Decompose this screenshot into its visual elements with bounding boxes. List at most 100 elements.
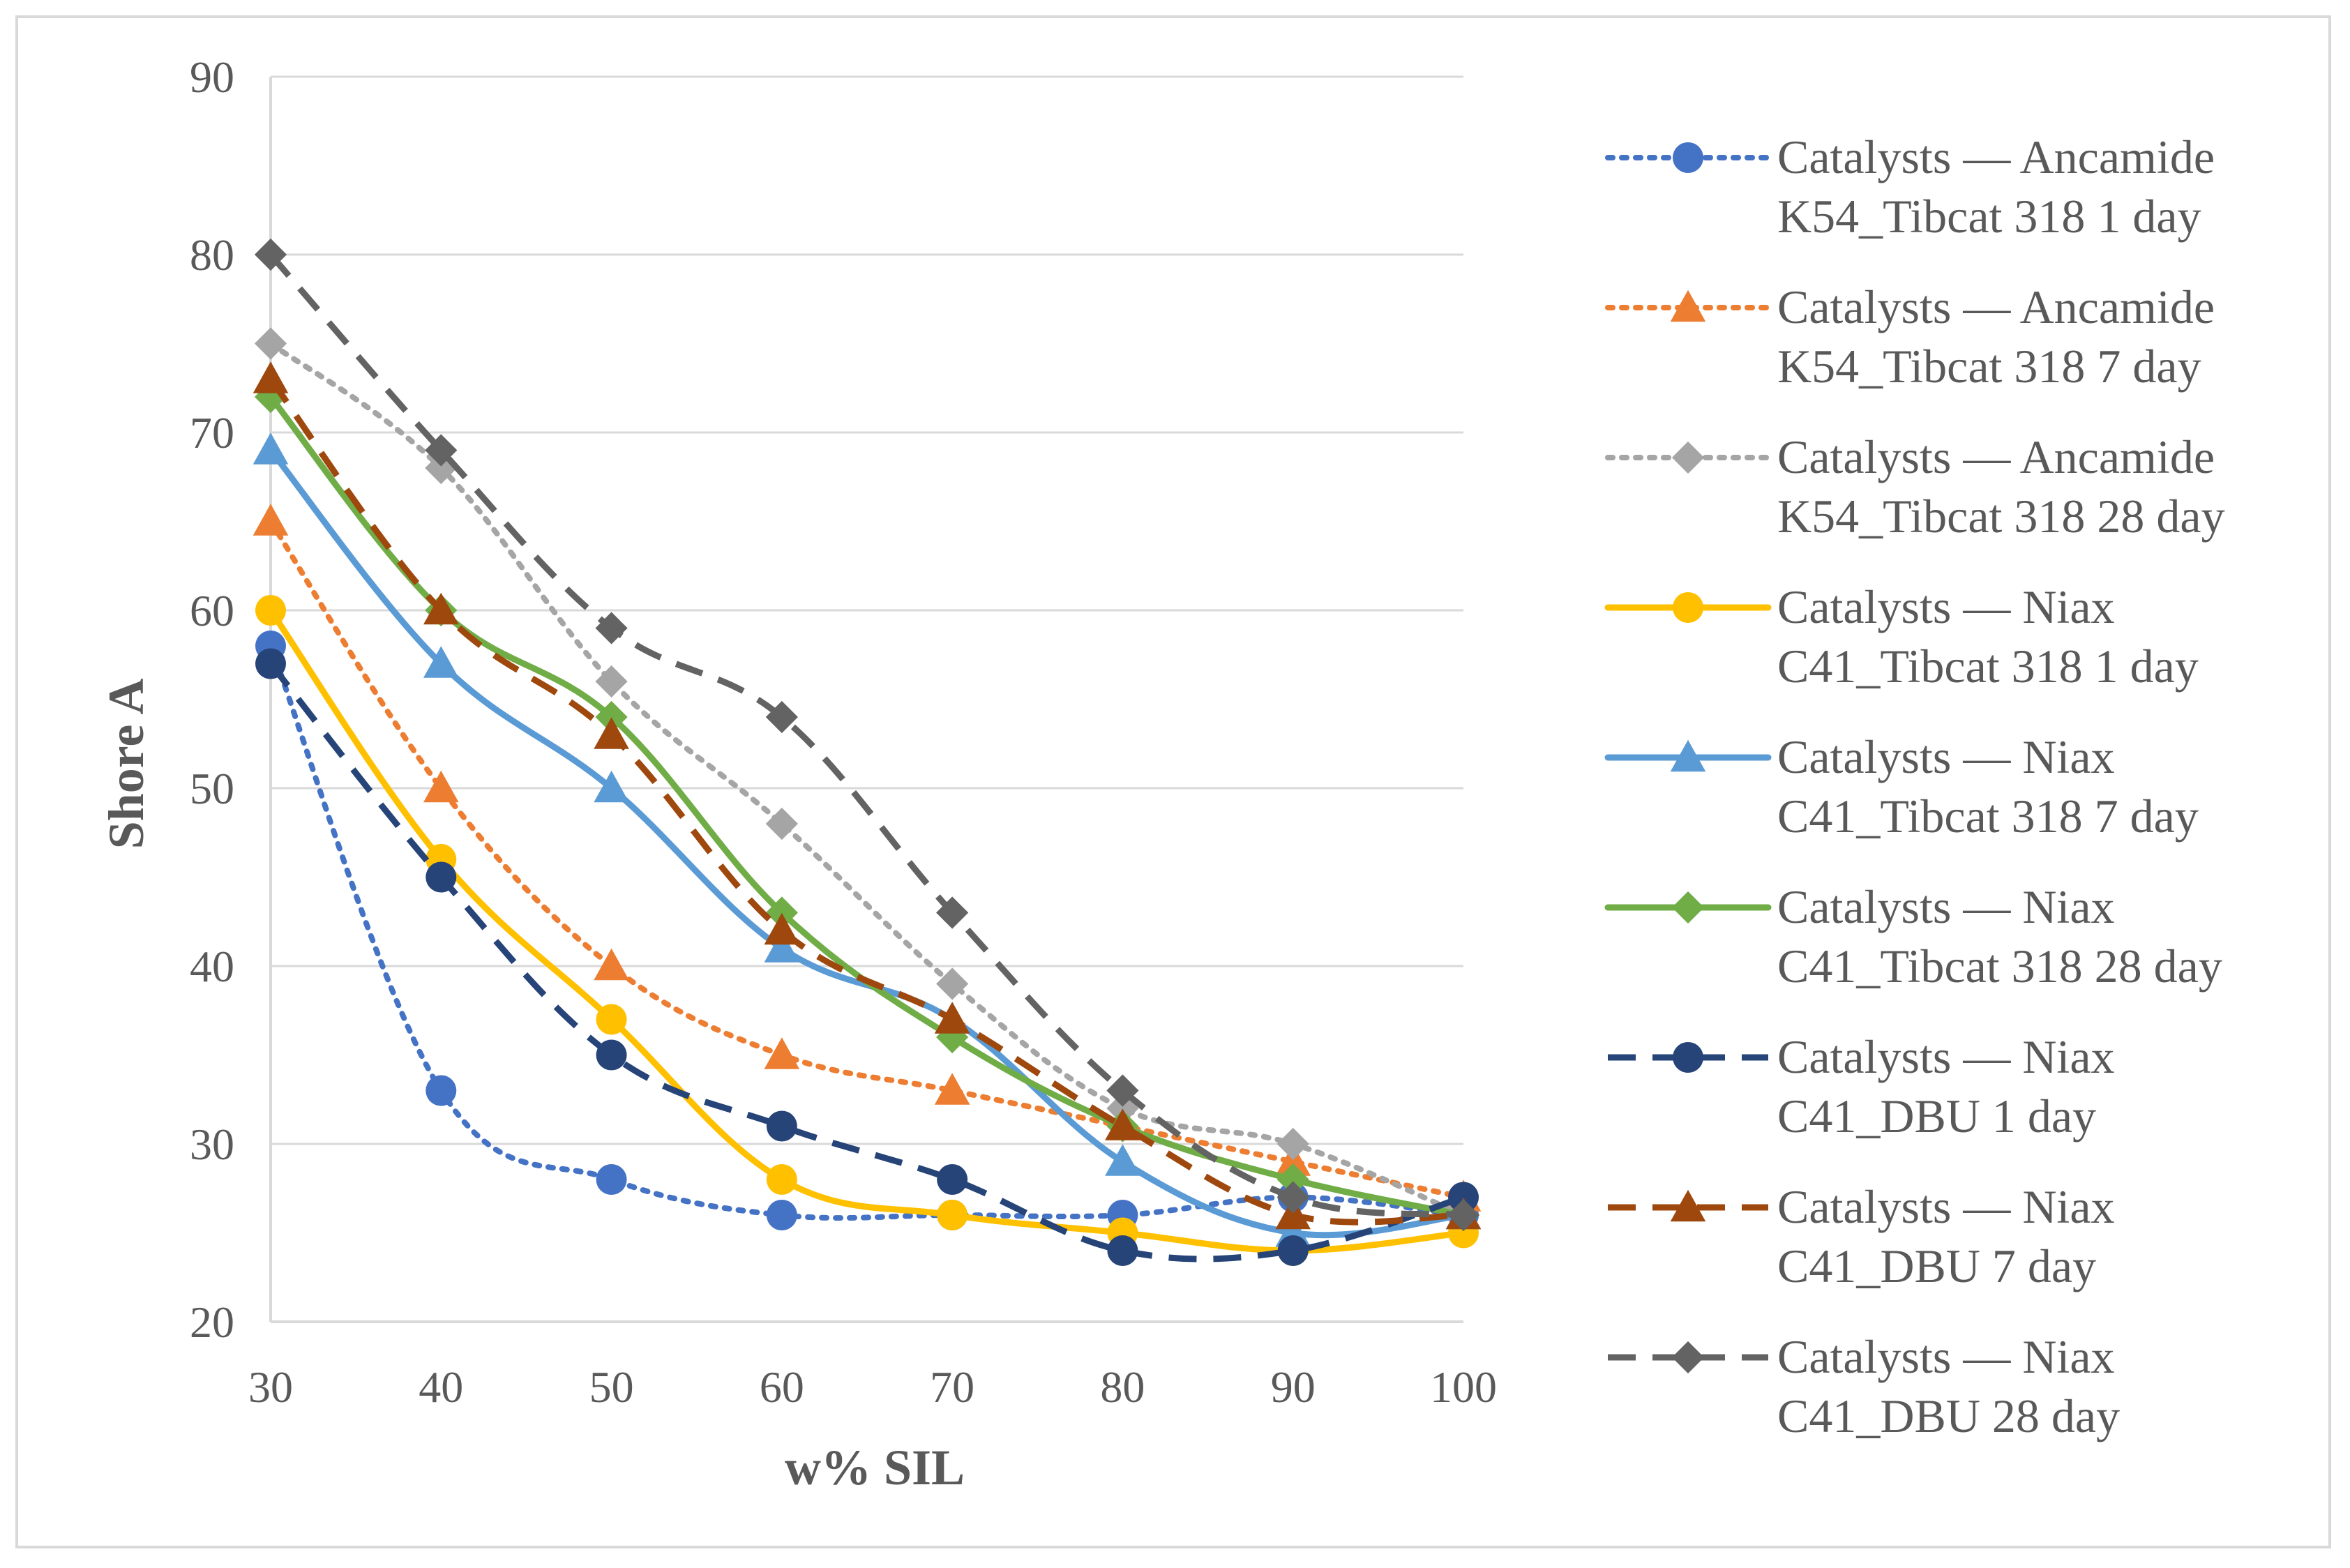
legend-item-6: Catalysts — Niax C41_Tibcat 318 28 day [1604,880,2222,993]
data-point [1448,1182,1479,1213]
data-point [595,612,628,644]
data-point [764,1037,800,1069]
legend: Catalysts — Ancamide K54_Tibcat 318 1 day… [1604,130,2225,1442]
x-axis-title: w% SIL [785,1440,965,1495]
data-point [1105,1144,1140,1176]
data-point [764,912,800,945]
legend-label-line2: C41_Tibcat 318 28 day [1777,940,2222,993]
legend-label-line1: Catalysts — Niax [1777,730,2115,783]
data-point [936,896,969,929]
data-point [936,1020,969,1054]
series-line [268,340,1466,1218]
x-tick-label: 90 [1271,1362,1316,1412]
legend-marker [1673,592,1703,623]
legend-item-7: Catalysts — Niax C41_DBU 1 day [1608,1030,2115,1143]
data-point [254,327,287,360]
data-point [1277,1235,1309,1266]
data-point [255,648,286,679]
y-tick-label: 80 [190,230,234,280]
legend-label-line2: K54_Tibcat 318 28 day [1777,490,2225,543]
y-tick-label: 60 [190,586,234,635]
data-point [936,967,969,1000]
series-9 [254,238,1480,1232]
data-point [1447,1198,1480,1232]
legend-item-9: Catalysts — Niax C41_DBU 28 day [1608,1330,2120,1442]
x-tick-label: 70 [930,1362,974,1412]
legend-item-5: Catalysts — Niax C41_Tibcat 318 7 day [1604,730,2199,843]
data-point [253,432,289,465]
x-tick-label: 30 [248,1362,293,1412]
data-point [253,504,289,536]
x-tick-label: 50 [589,1362,634,1412]
y-axis-title: Shore A [98,679,154,850]
data-point [423,770,459,803]
legend-marker [1671,441,1705,474]
legend-marker [1670,739,1706,772]
legend-marker [1673,142,1703,173]
data-point [596,1164,627,1195]
data-point [425,451,458,485]
data-point [766,1110,797,1142]
data-point [255,595,286,626]
data-point [765,700,798,734]
y-tick-label: 30 [190,1120,234,1169]
data-point [1276,1163,1309,1196]
legend-label-line1: Catalysts — Niax [1777,1030,2115,1083]
legend-label-line1: Catalysts — Niax [1777,580,2115,633]
series-7 [255,648,1479,1266]
y-tick-labels: 20 30 40 50 60 70 80 90 [190,52,234,1347]
data-point [764,930,800,963]
gridlines [271,75,1463,1145]
legend-label-line1: Catalysts — Niax [1777,880,2115,933]
y-tick-label: 50 [190,764,234,813]
data-point [594,717,629,749]
data-point [934,1073,970,1105]
data-point [1105,1108,1140,1140]
legend-label-line2: K54_Tibcat 318 1 day [1777,190,2201,243]
legend-label-line2: K54_Tibcat 318 7 day [1777,340,2201,393]
axes [269,77,1463,1323]
x-tick-label: 60 [760,1362,804,1412]
y-tick-label: 20 [190,1297,234,1347]
data-point [594,948,629,981]
data-point [937,1200,968,1230]
legend-label-line2: C41_DBU 7 day [1777,1239,2096,1292]
series-5 [253,432,1482,1247]
legend-label-line2: C41_Tibcat 318 1 day [1777,640,2199,693]
legend-label-line1: Catalysts — Niax [1777,1180,2115,1233]
legend-item-3: Catalysts — Ancamide K54_Tibcat 318 28 da… [1605,430,2225,543]
data-point [1106,1074,1139,1107]
legend-label-line1: Catalysts — Ancamide [1777,130,2215,183]
data-point [595,665,628,698]
data-point [254,238,287,271]
series-group [253,238,1482,1266]
chart-frame [15,15,2331,1548]
data-point [595,700,628,734]
y-tick-label: 90 [190,52,234,102]
data-point [425,1075,457,1106]
data-point [423,592,459,625]
legend-label-line2: C41_Tibcat 318 7 day [1777,790,2199,843]
x-tick-labels: 30 40 50 60 70 80 90 100 [248,1362,1497,1412]
data-point [596,1039,627,1071]
data-point [425,861,457,893]
legend-label-line2: C41_DBU 28 day [1777,1389,2120,1442]
legend-item-2: Catalysts — Ancamide K54_Tibcat 318 7 day [1605,280,2215,393]
legend-label-line1: Catalysts — Niax [1777,1330,2115,1383]
legend-marker [1670,289,1706,322]
x-tick-label: 80 [1100,1362,1145,1412]
data-point [765,807,798,840]
data-point [1107,1235,1138,1266]
data-point [596,1004,627,1035]
legend-marker [1670,1189,1706,1222]
legend-item-4: Catalysts — Niax C41_Tibcat 318 1 day [1604,580,2199,693]
data-point [765,896,798,929]
data-point [423,646,459,678]
legend-label-line1: Catalysts — Ancamide [1777,280,2215,333]
legend-item-1: Catalysts — Ancamide K54_Tibcat 318 1 day [1605,130,2215,243]
series-line [267,607,1467,1254]
series-line [268,643,1466,1221]
series-3 [254,327,1480,1232]
y-tick-label: 40 [190,942,234,991]
